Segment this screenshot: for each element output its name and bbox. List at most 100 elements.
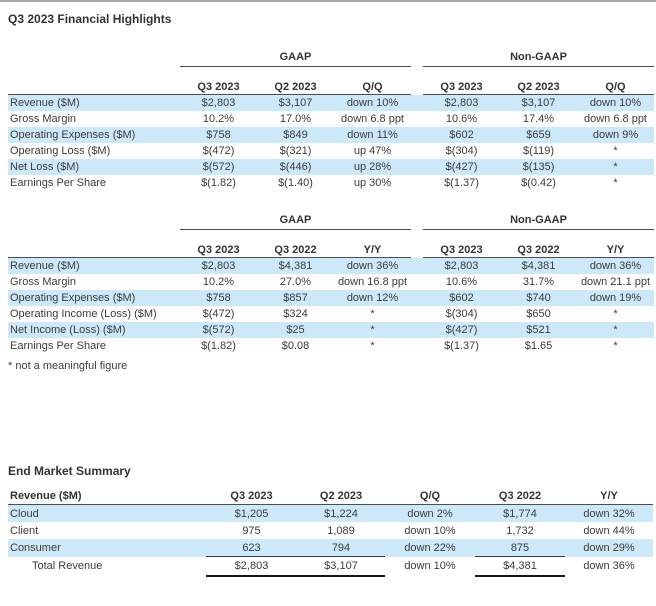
row-label: Consumer	[8, 539, 206, 557]
cell: $2,803	[180, 257, 257, 274]
cell: $3,107	[500, 94, 577, 111]
footnote: * not a meaningful figure	[8, 360, 128, 372]
financial-highlights-yy-table: GAAP Non-GAAP Q3 2023 Q3 2022 Y/Y Q3 202…	[8, 211, 655, 354]
cell: 1,732	[506, 524, 534, 537]
table-row: Gross Margin 10.2% 17.0% down 6.8 ppt 10…	[8, 111, 654, 127]
column-header: Q3 2022	[257, 242, 334, 258]
cell: down 6.8 ppt	[341, 113, 404, 125]
cell: *	[613, 340, 618, 352]
cell: $758	[180, 290, 257, 306]
cell: $(572)	[180, 159, 257, 175]
cell: $(472)	[202, 145, 235, 157]
column-header: Y/Y	[565, 488, 653, 505]
table-row: Earnings Per Share $(1.82) $(1.40) up 30…	[8, 175, 654, 191]
cell: *	[613, 145, 618, 157]
column-header: Q/Q	[577, 79, 655, 95]
cell: *	[577, 159, 655, 175]
table-row: Net Income (Loss) ($M) $(572) $25 * $(42…	[8, 322, 655, 338]
section-title-end-market: End Market Summary	[8, 464, 131, 478]
cell: $650	[526, 308, 551, 320]
row-label: Revenue ($M)	[8, 94, 180, 111]
table-row: Operating Income (Loss) ($M) $(472) $324…	[8, 306, 654, 322]
cell: 27.0%	[279, 276, 312, 288]
cell: $(321)	[279, 145, 312, 157]
cell: $3,107	[297, 556, 385, 577]
cell: down 2%	[385, 504, 475, 522]
table-row: Gross Margin 10.2% 27.0% down 16.8 ppt 1…	[8, 274, 654, 290]
table-row: Net Loss ($M) $(572) $(446) up 28% $(427…	[8, 159, 655, 175]
row-label: Net Loss ($M)	[8, 159, 180, 175]
column-header: Q3 2023	[180, 242, 257, 258]
group-header-gaap: GAAP	[180, 48, 411, 67]
row-label: Net Income (Loss) ($M)	[8, 322, 180, 338]
cell: down 36%	[583, 560, 635, 573]
cell: $521	[500, 322, 577, 338]
table-row: Cloud $1,205 $1,224 down 2% $1,774 down …	[8, 504, 653, 522]
cell: $3,107	[257, 94, 334, 111]
cell: $659	[500, 127, 577, 143]
cell: $(304)	[445, 308, 478, 320]
financial-highlights-qq-table: GAAP Non-GAAP Q3 2023 Q2 2023 Q/Q Q3 202…	[8, 48, 655, 191]
cell: $(304)	[445, 145, 478, 157]
cell: $324	[283, 308, 308, 320]
cell: up 28%	[334, 159, 411, 175]
end-market-summary-table: Revenue ($M) Q3 2023 Q2 2023 Q/Q Q3 2022…	[8, 488, 653, 577]
cell: down 10%	[404, 524, 456, 537]
page-top-divider	[0, 0, 656, 2]
row-label: Earnings Per Share	[10, 340, 106, 352]
cell: 17.0%	[279, 113, 312, 125]
row-label: Cloud	[8, 504, 206, 522]
cell: *	[577, 322, 655, 338]
row-label: Gross Margin	[10, 276, 77, 288]
row-label: Operating Loss ($M)	[10, 145, 111, 157]
cell: $758	[180, 127, 257, 143]
table-row: Operating Expenses ($M) $758 $857 down 1…	[8, 290, 655, 306]
column-header: Q2 2023	[297, 488, 385, 505]
cell: down 44%	[583, 524, 635, 537]
group-header-non-gaap: Non-GAAP	[423, 211, 655, 230]
cell: $(135)	[500, 159, 577, 175]
cell: $(1.37)	[444, 340, 479, 352]
cell: down 36%	[577, 257, 655, 274]
row-label: Operating Income (Loss) ($M)	[10, 308, 157, 320]
column-header: Q3 2023	[423, 242, 500, 258]
cell: $1.65	[524, 340, 553, 352]
cell: up 47%	[353, 145, 392, 157]
table-row: Operating Loss ($M) $(472) $(321) up 47%…	[8, 143, 654, 159]
column-header: Q3 2023	[206, 488, 297, 505]
cell: 794	[297, 539, 385, 557]
column-header-row: Revenue ($M) Q3 2023 Q2 2023 Q/Q Q3 2022…	[8, 488, 653, 505]
cell: down 22%	[385, 539, 475, 557]
cell: $0.08	[281, 340, 310, 352]
table-row: Client 975 1,089 down 10% 1,732 down 44%	[8, 522, 653, 539]
cell: $(572)	[180, 322, 257, 338]
cell: $857	[257, 290, 334, 306]
cell: down 36%	[334, 257, 411, 274]
cell: down 10%	[404, 560, 456, 573]
cell: down 32%	[565, 504, 653, 522]
cell: down 19%	[577, 290, 655, 306]
cell: $(1.40)	[278, 177, 313, 189]
table-row: Operating Expenses ($M) $758 $849 down 1…	[8, 127, 655, 143]
row-label: Client	[10, 524, 39, 537]
cell: $(472)	[202, 308, 235, 320]
cell: up 30%	[353, 177, 392, 189]
cell: down 11%	[334, 127, 411, 143]
cell: down 10%	[334, 94, 411, 111]
table-row: Consumer 623 794 down 22% 875 down 29%	[8, 539, 653, 557]
row-label: Total Revenue	[32, 560, 103, 573]
column-header: Q/Q	[385, 488, 475, 505]
page-title: Q3 2023 Financial Highlights	[8, 12, 172, 26]
cell: down 29%	[565, 539, 653, 557]
cell: $(119)	[523, 145, 554, 157]
cell: $(1.82)	[201, 177, 236, 189]
cell: *	[613, 308, 618, 320]
cell: down 21.1 ppt	[580, 276, 651, 288]
column-header: Y/Y	[577, 242, 655, 258]
column-header: Q3 2023	[180, 79, 257, 95]
cell: 1,089	[327, 524, 355, 537]
cell: $849	[257, 127, 334, 143]
cell: $(0.42)	[521, 177, 556, 189]
cell: 31.7%	[522, 276, 555, 288]
cell: down 16.8 ppt	[337, 276, 408, 288]
